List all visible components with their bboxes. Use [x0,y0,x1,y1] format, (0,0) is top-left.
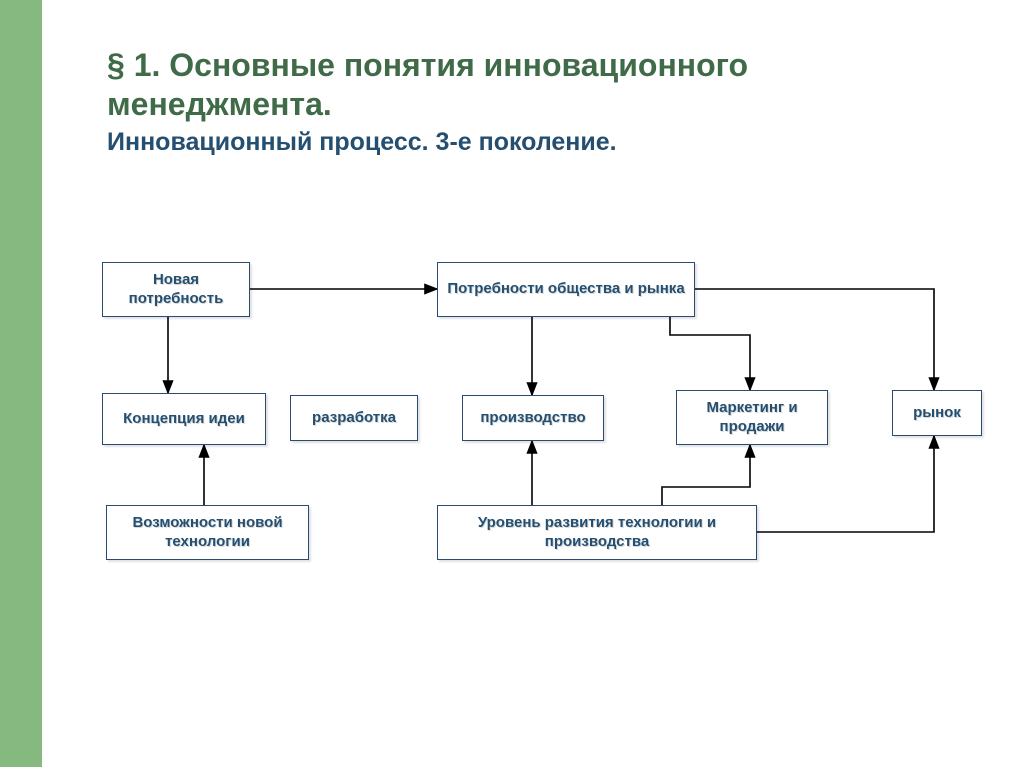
node-n7: рынок [892,390,982,436]
node-n5: производство [462,395,604,441]
node-n9: Уровень развития технологии и производст… [437,505,757,560]
node-n4: разработка [290,395,418,441]
slide-title-main: § 1. Основные понятия инновационного мен… [107,46,967,124]
node-n2: Потребности общества и рынка [437,262,695,317]
node-n8: Возможности новой технологии [106,505,309,560]
node-n1: Новая потребность [102,262,250,317]
node-n6: Маркетинг и продажи [676,390,828,445]
slide-sidebar [0,0,42,767]
node-n3: Концепция идеи [102,393,266,445]
slide-area: § 1. Основные понятия инновационного мен… [42,0,1024,767]
slide-title-sub: Инновационный процесс. 3-е поколение. [107,128,617,157]
